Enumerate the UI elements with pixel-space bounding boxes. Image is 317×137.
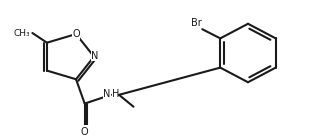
Text: N: N [91,51,99,61]
Text: N: N [103,89,111,99]
Text: O: O [81,127,88,137]
Text: H: H [112,89,120,99]
Text: CH₃: CH₃ [14,29,30,38]
Text: O: O [72,29,80,39]
Text: Br: Br [191,18,201,28]
